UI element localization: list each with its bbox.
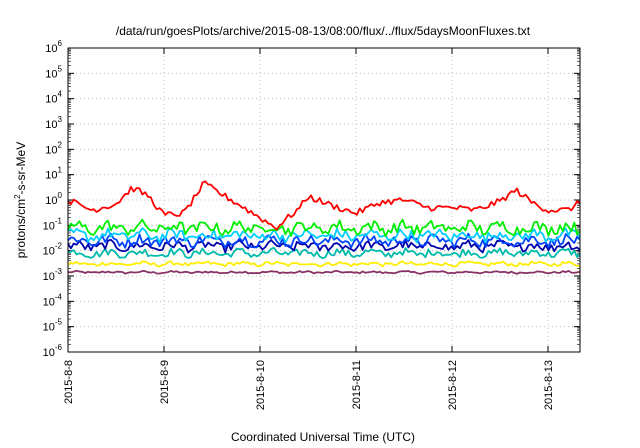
y-tick-label: 104 xyxy=(45,90,62,106)
series-line xyxy=(67,269,581,275)
y-tick-label: 10-5 xyxy=(43,318,63,334)
y-tick-label: 100 xyxy=(45,191,62,207)
y-tick-label: 10-4 xyxy=(43,292,63,308)
y-tick-label: 10-1 xyxy=(43,216,63,232)
x-tick-label: 2015-8-12 xyxy=(447,360,459,410)
y-tick-labels: 10-6 10-5 10-4 10-3 10-2 10-1 100 101 102 103 104 1… xyxy=(43,39,63,359)
y-tick-label: 102 xyxy=(45,140,62,156)
y-tick-label: 10-2 xyxy=(43,242,63,258)
x-tick-label: 2015-8-10 xyxy=(255,360,267,410)
series-line xyxy=(67,218,581,238)
series-line xyxy=(67,260,581,268)
x-tick-label: 2015-8-9 xyxy=(159,360,171,404)
plot-frame xyxy=(67,47,581,353)
x-tick-label: 2015-8-8 xyxy=(63,360,75,404)
x-tick-labels: 2015-8-8 2015-8-9 2015-8-10 2015-8-11 2015-8… xyxy=(63,360,555,410)
y-tick-label: 10-3 xyxy=(43,267,63,283)
y-tick-label: 101 xyxy=(45,166,62,182)
series-lines xyxy=(67,180,581,275)
y-tick-label: 10-6 xyxy=(43,343,63,359)
series-line xyxy=(67,238,581,254)
series-line xyxy=(67,180,581,231)
x-axis-label: Coordinated Universal Time (UTC) xyxy=(231,430,415,444)
y-tick-label: 103 xyxy=(45,115,62,131)
y-tick-label: 105 xyxy=(45,64,62,80)
grid-lines xyxy=(68,48,580,352)
y-axis-label: protons/cm2-s-sr-MeV xyxy=(13,142,28,258)
y-tick-label: 106 xyxy=(45,39,62,55)
series-line xyxy=(67,246,581,260)
x-tick-label: 2015-8-11 xyxy=(351,360,363,409)
series-line xyxy=(67,227,581,244)
x-tick-label: 2015-8-13 xyxy=(543,360,555,410)
chart-title: /data/run/goesPlots/archive/2015-08-13/0… xyxy=(116,24,531,38)
